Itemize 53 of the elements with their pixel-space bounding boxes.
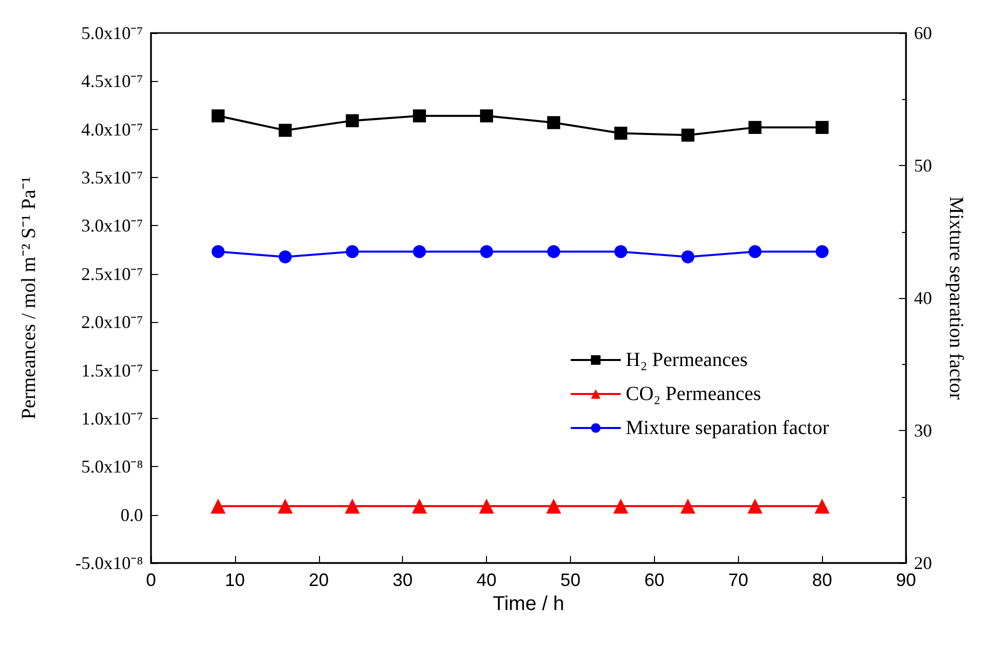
point — [480, 109, 494, 122]
y-tick-label: 4.5x10⁻⁷ — [81, 71, 143, 92]
y-tick-label: 5.0x10⁻⁸ — [81, 456, 143, 477]
x-tick-label: 90 — [896, 570, 916, 590]
point — [748, 120, 762, 134]
point — [614, 126, 628, 140]
point — [547, 116, 560, 130]
y-tick-label: 4.0x10⁻⁷ — [81, 119, 143, 140]
x-tick-label: 50 — [560, 570, 580, 590]
point — [816, 120, 829, 134]
point — [814, 498, 830, 514]
point — [613, 498, 628, 514]
x-tick-label: 80 — [812, 570, 832, 590]
point — [344, 498, 360, 514]
y-tick-label: 2.5x10⁻⁷ — [81, 264, 143, 284]
y2-tick-label: 40 — [914, 288, 932, 308]
point — [346, 114, 359, 128]
y2-tick-label: 60 — [914, 23, 932, 43]
y2-axis-title: Mixture separation factor — [945, 196, 967, 400]
x-tick-label: 20 — [308, 570, 329, 590]
x-tick-label: 10 — [224, 570, 245, 590]
x-tick-label: 70 — [728, 570, 748, 590]
y-tick-label: -5.0x10⁻⁸ — [75, 553, 143, 573]
legend-label: H₂ Permeances — [626, 349, 748, 371]
y-tick-label: 3.0x10⁻⁷ — [81, 216, 143, 236]
y-axis-title: Permeances / mol m⁻² S⁻¹ Pa⁻¹ — [18, 176, 40, 420]
legend-label: Mixture separation factor — [626, 417, 830, 439]
point — [546, 498, 562, 514]
x-tick-label: 0 — [146, 570, 156, 590]
point — [681, 128, 694, 142]
point — [278, 498, 293, 514]
point — [278, 124, 292, 137]
y-tick-label: 1.0x10⁻⁷ — [81, 408, 143, 428]
y2-tick-label: 50 — [914, 156, 932, 176]
x-tick-label: 40 — [476, 570, 497, 590]
y-tick-label: 1.5x10⁻⁷ — [81, 360, 143, 380]
point — [212, 109, 225, 122]
y-tick-label: 0.0 — [120, 504, 143, 525]
x-tick-label: 30 — [392, 570, 413, 590]
y-tick-label: 3.5x10⁻⁷ — [81, 168, 143, 188]
x-tick-label: 60 — [644, 570, 664, 590]
y2-tick-label: 20 — [914, 553, 932, 573]
legend-label: CO₂ Permeances — [626, 383, 762, 405]
y-tick-label: 5.0x10⁻⁷ — [81, 23, 143, 43]
y2-tick-label: 30 — [914, 420, 932, 440]
x-axis-title: Time / h — [492, 592, 564, 615]
point — [680, 498, 696, 514]
point — [748, 498, 762, 514]
y-tick-label: 2.0x10⁻⁷ — [81, 312, 143, 332]
point — [412, 498, 427, 514]
point — [412, 109, 426, 122]
point — [479, 498, 494, 514]
point — [210, 498, 226, 514]
